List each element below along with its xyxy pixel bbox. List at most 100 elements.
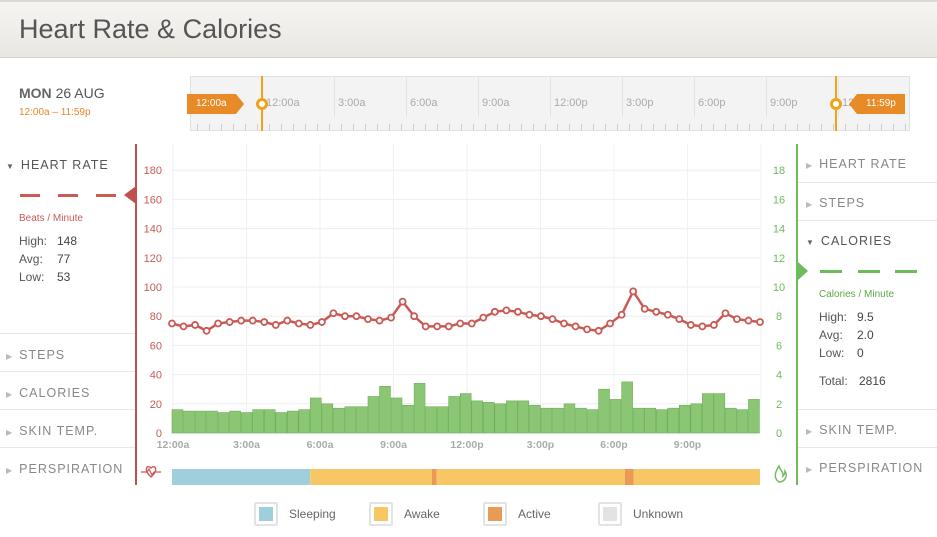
legend-sleeping-label: Sleeping <box>289 507 336 521</box>
timeline-separator <box>766 77 767 117</box>
timeline-scrubber[interactable]: 12:00a 3:00a 6:00a 9:00a 12:00p 3:00p 6:00p 9:0… <box>190 76 910 131</box>
right-section-calories[interactable]: ▼ CALORIES <box>798 220 937 258</box>
calorie-bar <box>494 403 507 434</box>
calorie-bar <box>540 407 553 434</box>
timeline-separator <box>550 77 551 117</box>
timeline-minor-tick <box>569 124 570 130</box>
left-section-heart-rate[interactable]: ▼ HEART RATE <box>6 158 109 172</box>
calories-axis-tick-label: 12 <box>773 253 785 265</box>
right-section-steps[interactable]: ▶ STEPS <box>798 182 937 220</box>
left-section-skin-temp[interactable]: ▶ SKIN TEMP. <box>0 409 135 447</box>
timeline-minor-tick <box>305 124 306 130</box>
timeline-start-handle[interactable] <box>256 98 268 110</box>
calories-line-swatch <box>858 270 880 273</box>
calorie-bar <box>402 404 414 434</box>
heart-rate-point <box>375 316 384 325</box>
calorie-bar <box>436 406 449 434</box>
expanded-icon: ▼ <box>806 238 815 247</box>
activity-segment-sleeping <box>172 469 311 485</box>
time-axis-tick-label: 6:00a <box>307 439 334 451</box>
calories-axis-tick-label: 14 <box>773 224 785 236</box>
calories-axis-tick-label: 0 <box>776 428 782 440</box>
calorie-bar <box>725 407 737 434</box>
timeline-tick-label: 6:00p <box>698 97 726 109</box>
heart-rate-point <box>352 312 361 321</box>
calorie-bar <box>194 410 207 434</box>
timeline-minor-tick <box>413 124 414 130</box>
time-axis-tick-label: 6:00p <box>600 439 627 451</box>
timeline-end-handle[interactable] <box>830 98 842 110</box>
calories-axis-tick-label: 8 <box>776 311 782 323</box>
timeline-tick-label: 12:00p <box>554 97 588 109</box>
page-title: Heart Rate & Calories <box>19 14 282 44</box>
page-header: Heart Rate & Calories <box>0 0 937 58</box>
time-axis-tick-label: 3:00p <box>527 439 554 451</box>
timeline-start-tag[interactable]: 12:00a <box>187 94 244 114</box>
right-section-heart-rate[interactable]: ▶ HEART RATE <box>806 157 907 171</box>
timeline-minor-tick <box>857 124 858 130</box>
timeline-minor-tick <box>197 124 198 130</box>
heart-rate-point <box>502 306 511 315</box>
calorie-bar <box>678 404 691 434</box>
calorie-bar <box>529 404 541 434</box>
left-section-perspiration[interactable]: ▶ PERSPIRATION <box>0 447 135 485</box>
heart-rate-point <box>513 307 522 316</box>
flame-icon <box>774 464 787 483</box>
heart-rate-point <box>317 318 326 326</box>
heart-rate-point <box>733 315 741 324</box>
heart-rate-line-swatch <box>58 194 78 197</box>
legend-awake-swatch <box>369 502 393 526</box>
heart-rate-point <box>168 319 176 328</box>
time-axis-tick-label: 3:00a <box>233 439 260 451</box>
left-metrics-panel: ▼ HEART RATE Beats / Minute High: 148 Avg:… <box>0 144 135 485</box>
heart-rate-point <box>571 322 580 331</box>
collapsed-icon: ▶ <box>6 428 14 437</box>
calorie-bar <box>367 396 380 434</box>
timeline-minor-tick <box>593 124 594 130</box>
heart-rate-point <box>606 319 615 328</box>
timeline-minor-tick <box>845 124 846 130</box>
heart-rate-point <box>617 310 626 319</box>
calorie-bar <box>667 407 679 434</box>
timeline-minor-tick <box>449 124 450 130</box>
heart-rate-point <box>260 318 269 326</box>
timeline-minor-tick <box>617 124 618 130</box>
left-section-steps[interactable]: ▶ STEPS <box>0 333 135 371</box>
heart-rate-point <box>490 307 499 316</box>
left-section-calories[interactable]: ▶ CALORIES <box>0 371 135 409</box>
heart-pulse-icon-line <box>141 467 161 477</box>
heart-rate-point <box>629 287 638 296</box>
collapsed-icon: ▶ <box>6 466 14 475</box>
legend-awake-label: Awake <box>404 507 440 521</box>
timeline-minor-tick <box>533 124 534 130</box>
timeline-minor-tick <box>389 124 390 130</box>
heart-rate-point <box>675 315 684 324</box>
calories-unit: Calories / Minute <box>819 289 895 300</box>
right-section-skin-temp[interactable]: ▶ SKIN TEMP. <box>798 409 937 447</box>
timeline-minor-tick <box>497 124 498 130</box>
timeline-minor-tick <box>725 124 726 130</box>
heart-rate-point <box>294 319 303 328</box>
timeline-minor-tick <box>317 124 318 130</box>
heart-rate-point <box>698 322 707 331</box>
heart-rate-point <box>387 313 395 322</box>
heart-rate-avg: Avg: 77 <box>19 252 71 266</box>
timeline-minor-tick <box>557 124 558 130</box>
heart-rate-point <box>525 310 534 319</box>
timeline-separator <box>622 77 623 117</box>
calorie-bar <box>609 399 622 434</box>
activity-segment-active <box>431 469 437 485</box>
right-section-perspiration[interactable]: ▶ PERSPIRATION <box>798 447 937 485</box>
timeline-end-tag[interactable]: 11:59p <box>849 94 905 114</box>
time-axis-tick-label: 9:00p <box>674 439 701 451</box>
calorie-bar <box>206 410 218 434</box>
calories-low: Low: 0 <box>819 346 864 360</box>
legend-unknown-swatch <box>598 502 622 526</box>
timeline-minor-tick <box>329 124 330 130</box>
timeline-minor-tick <box>713 124 714 130</box>
activity-legend: Sleeping Awake Active Unknown <box>0 490 937 537</box>
heart-rate-calories-chart: 0 20 40 60 80 100 120 140 160 180 0 2 4 6 8 10 12 14 16 18 1… <box>141 144 787 485</box>
collapsed-icon: ▶ <box>806 465 814 474</box>
heart-rate-point <box>225 318 234 326</box>
timeline-tick-label: 9:00a <box>482 97 510 109</box>
